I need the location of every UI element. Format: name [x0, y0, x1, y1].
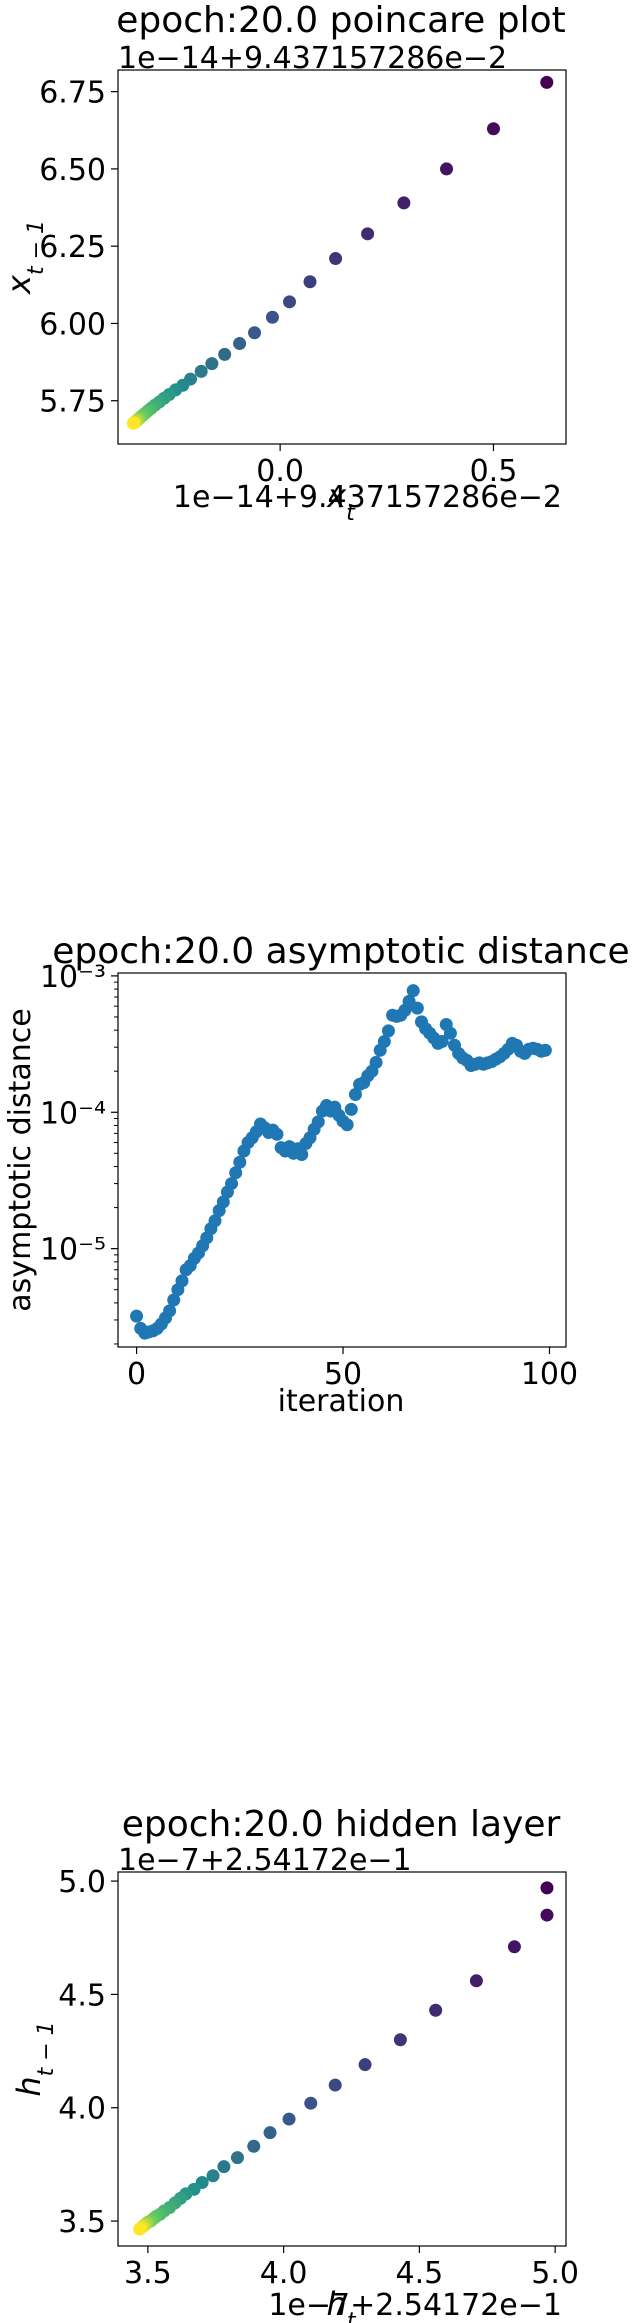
data-point	[540, 1908, 554, 1922]
x-tick-label: 100	[521, 1357, 578, 1392]
points-group	[130, 984, 552, 1340]
data-point	[265, 310, 279, 324]
data-point	[130, 1309, 144, 1323]
x-tick-label: 50	[324, 1357, 362, 1392]
data-point	[443, 1026, 457, 1040]
data-point	[435, 1035, 449, 1049]
data-point	[282, 2112, 296, 2126]
y-tick-label: 6.50	[39, 153, 106, 188]
data-point	[295, 1148, 309, 1162]
y-tick-label: 10⁻⁴	[40, 1096, 106, 1131]
y-tick-label: 6.75	[39, 76, 106, 111]
data-point	[133, 2222, 147, 2236]
y-tick-label: 6.00	[39, 307, 106, 342]
data-point	[304, 2096, 318, 2110]
y-tick-label: 3.5	[58, 2205, 106, 2240]
data-point	[538, 1043, 552, 1057]
data-point	[283, 295, 297, 309]
points-group	[126, 75, 554, 430]
data-point	[397, 196, 411, 210]
x-tick-label: 3.5	[124, 2256, 172, 2291]
data-point	[540, 1881, 554, 1895]
y-tick-label: 5.0	[58, 1865, 106, 1900]
data-point	[225, 1177, 239, 1191]
data-point	[233, 1155, 247, 1169]
poincare-chart: epoch:20.0 poincare plot 1e−14+9.4371572…	[0, 0, 567, 526]
data-point	[381, 1024, 395, 1038]
x-tick-label: 4.5	[396, 2256, 444, 2291]
data-point	[393, 2033, 407, 2047]
data-point	[175, 1274, 189, 1288]
tick-group: 3.5 4.0 4.5 5.0 3.5 4.0 4.5 5.0	[58, 1865, 579, 2291]
data-point	[216, 1195, 230, 1209]
data-point	[217, 2160, 231, 2174]
data-point	[406, 984, 420, 998]
data-point	[233, 337, 247, 351]
data-point	[163, 1304, 177, 1318]
y-axis-label: ht − 1	[10, 2021, 59, 2096]
data-point	[218, 347, 232, 361]
data-point	[229, 1166, 243, 1180]
x-tick-label: 0.5	[470, 454, 518, 489]
plot-frame	[117, 972, 567, 1348]
x-offset-label: 1e−7+2.54172e−1	[268, 2288, 562, 2323]
y-offset-label: 1e−7+2.54172e−1	[118, 1843, 412, 1878]
data-point	[311, 1115, 325, 1129]
data-point	[248, 326, 262, 340]
data-point	[205, 357, 219, 371]
data-point	[194, 364, 208, 378]
data-point	[230, 2151, 244, 2165]
y-tick-label: 5.75	[39, 385, 106, 420]
y-axis-label: asymptotic distance	[3, 1008, 38, 1311]
data-point	[429, 2003, 443, 2017]
y-tick-label: 4.5	[58, 1978, 106, 2013]
y-offset-label: 1e−14+9.437157286e−2	[118, 41, 507, 76]
x-tick-label: 0	[127, 1357, 146, 1392]
y-tick-label: 10⁻³	[40, 960, 106, 995]
data-point	[167, 1293, 181, 1307]
y-axis-label: xt − 1	[0, 220, 49, 295]
x-tick-label: 0.0	[256, 454, 304, 489]
data-point	[340, 1118, 354, 1132]
plot-frame	[117, 1871, 567, 2247]
data-point	[329, 252, 343, 266]
data-point	[270, 1127, 284, 1141]
data-point	[247, 2139, 261, 2153]
chart-title: epoch:20.0 hidden layer	[122, 1804, 561, 1845]
plot-frame	[117, 69, 567, 445]
data-point	[344, 1102, 358, 1116]
y-tick-label: 4.0	[58, 2092, 106, 2127]
data-point	[410, 1001, 424, 1015]
data-point	[440, 162, 454, 176]
data-point	[469, 1974, 483, 1988]
data-point	[361, 227, 375, 241]
points-group	[133, 1881, 554, 2236]
y-tick-label: 10⁻⁵	[40, 1233, 106, 1268]
data-point	[377, 1035, 391, 1049]
data-point	[208, 1214, 222, 1228]
data-point	[303, 275, 317, 289]
x-tick-label: 5.0	[531, 2256, 579, 2291]
data-point	[348, 1087, 362, 1101]
tick-group: 0 50 100 10⁻⁵ 10⁻⁴ 10⁻³	[40, 960, 578, 1392]
x-axis-label: iteration	[278, 1384, 405, 1419]
data-point	[358, 2058, 372, 2072]
y-tick-label: 6.25	[39, 230, 106, 265]
data-point	[540, 75, 554, 89]
data-point	[369, 1055, 383, 1069]
data-point	[206, 2169, 220, 2183]
data-point	[486, 122, 500, 136]
data-point	[328, 2078, 342, 2092]
x-offset-label: 1e−14+9.437157286e−2	[173, 480, 562, 515]
data-point	[507, 1940, 521, 1954]
tick-group: 0.0 0.5 5.75 6.00 6.25 6.50 6.75	[39, 76, 517, 489]
hidden-layer-chart: epoch:20.0 hidden layer 1e−7+2.54172e−1 …	[10, 1804, 579, 2323]
chart-title: epoch:20.0 poincare plot	[116, 0, 566, 41]
data-point	[263, 2126, 277, 2140]
data-point	[126, 416, 140, 430]
x-tick-label: 4.0	[260, 2256, 308, 2291]
asymptotic-distance-chart: epoch:20.0 asymptotic distance 0 50 100 10⁻…	[3, 931, 630, 1419]
chart-title: epoch:20.0 asymptotic distance	[52, 931, 629, 972]
